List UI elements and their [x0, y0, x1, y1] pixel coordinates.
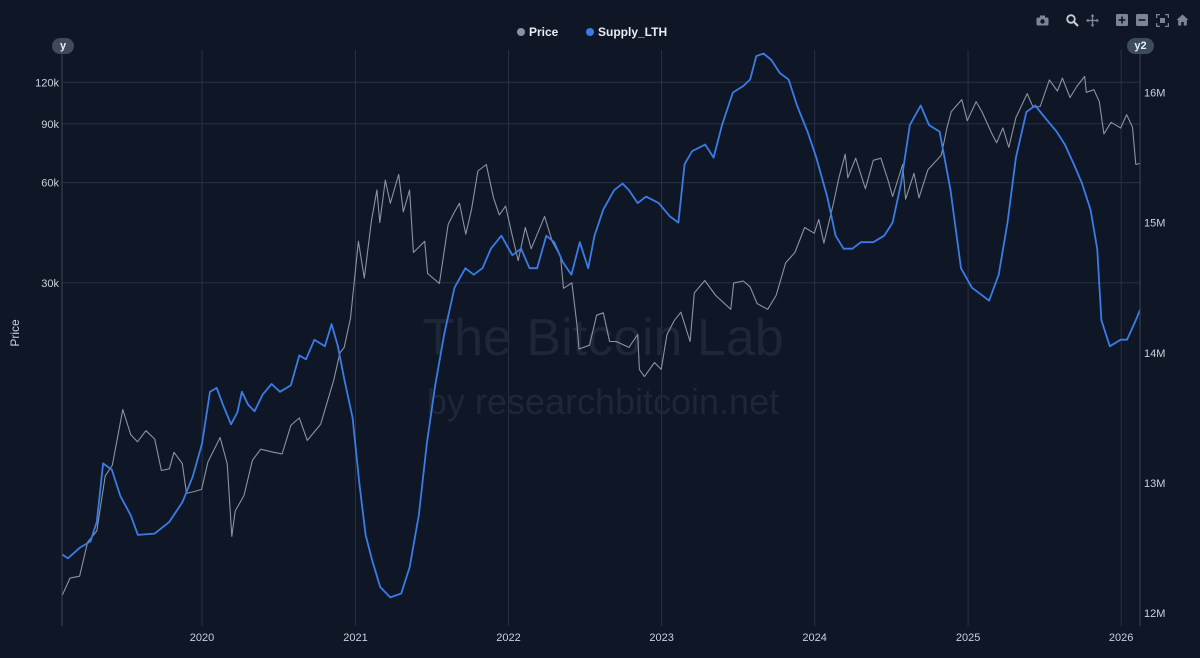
series-line-supply-lth — [61, 52, 1141, 599]
y-tick-label: 30k — [41, 278, 59, 290]
home-icon[interactable] — [1174, 12, 1190, 28]
x-tick-label: 2023 — [649, 632, 673, 644]
pan-icon[interactable] — [1084, 12, 1100, 28]
x-tick-label: 2020 — [190, 632, 214, 644]
x-tick-label: 2026 — [1109, 632, 1133, 644]
series-layer — [61, 52, 1141, 599]
series-line-price — [61, 75, 1141, 597]
x-tick-label: 2025 — [956, 632, 980, 644]
y2-tick-label: 16M — [1144, 88, 1165, 100]
y2-tick-label: 13M — [1144, 478, 1165, 490]
legend-label-price: Price — [529, 25, 559, 39]
zoom-in-icon[interactable] — [1114, 12, 1130, 28]
legend-item-price[interactable]: Price — [517, 25, 559, 39]
y-tick-label: 120k — [35, 77, 59, 89]
camera-icon[interactable] — [1034, 12, 1050, 28]
zoom-icon[interactable] — [1064, 12, 1080, 28]
legend-marker-price — [517, 28, 525, 36]
y-tick-label: 60k — [41, 178, 59, 190]
x-tick-label: 2021 — [343, 632, 367, 644]
modebar — [1034, 12, 1190, 28]
axis-layer: 30k 60k 90k 120k 12M 13M 14M 15M 16M 2020 2021 2022… — [35, 50, 1165, 644]
watermark-title: The Bitcoin Lab — [422, 309, 783, 367]
legend-label-supply-lth: Supply_LTH — [598, 25, 667, 39]
y2-tick-label: 15M — [1144, 218, 1165, 230]
watermark-subtitle: by researchbitcoin.net — [427, 381, 779, 422]
legend-item-supply-lth[interactable]: Supply_LTH — [586, 25, 667, 39]
y2-tick-label: 12M — [1144, 608, 1165, 620]
legend: Price Supply_LTH — [517, 25, 667, 39]
y2-axis-pill[interactable]: y2 — [1127, 38, 1154, 54]
y-tick-label: 90k — [41, 119, 59, 131]
zoom-out-icon[interactable] — [1134, 12, 1150, 28]
x-tick-label: 2024 — [802, 632, 826, 644]
y-axis-title: Price — [8, 319, 22, 347]
y2-tick-label: 14M — [1144, 348, 1165, 360]
y-axis-pill[interactable]: y — [52, 38, 74, 54]
legend-marker-supply-lth — [586, 28, 594, 36]
x-tick-label: 2022 — [496, 632, 520, 644]
autoscale-icon[interactable] — [1154, 12, 1170, 28]
grid-lines — [62, 50, 1140, 626]
